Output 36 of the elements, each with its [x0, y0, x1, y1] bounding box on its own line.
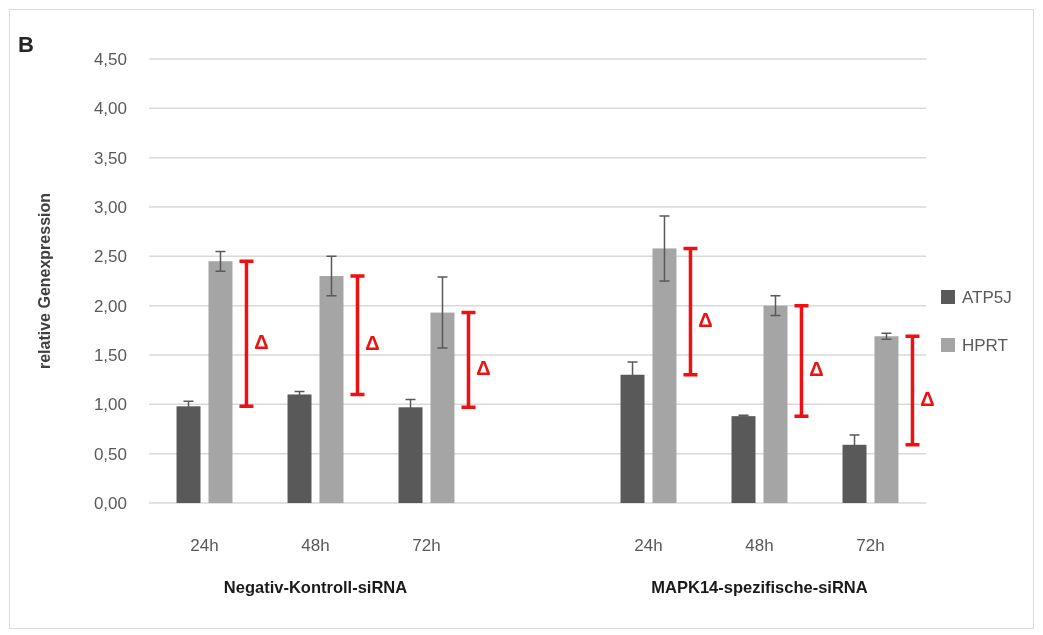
- y-tick-label: 1,00: [93, 395, 127, 415]
- x-tick-label: 24h: [634, 536, 663, 555]
- x-tick-label: 72h: [412, 536, 441, 555]
- y-tick-label: 0,00: [93, 493, 127, 513]
- y-tick-label: 3,50: [93, 148, 127, 168]
- y-axis-title: relative Genexpression: [36, 192, 53, 370]
- annotation: Δ: [698, 308, 713, 331]
- y-tick-label: 4,50: [93, 49, 127, 69]
- legend-label: ATP5J: [962, 287, 1012, 307]
- annotation: Δ: [920, 387, 935, 410]
- y-tick-label: 2,50: [93, 247, 127, 267]
- text: MAPK14-spezifische-siRNA: [651, 578, 868, 596]
- annotation: Δ: [254, 330, 269, 353]
- bar: [874, 336, 899, 503]
- bar: [208, 261, 233, 503]
- bar: [430, 312, 455, 503]
- legend-label: HPRT: [962, 335, 1008, 355]
- x-tick-label: 48h: [301, 536, 330, 555]
- y-tick-label: 3,00: [93, 197, 127, 217]
- bar: [652, 248, 677, 503]
- annotation: Δ: [809, 357, 824, 380]
- bar: [287, 394, 312, 503]
- x-tick-label: 48h: [745, 536, 774, 555]
- y-tick-label: 4,00: [93, 99, 127, 119]
- x-tick-label: 72h: [856, 536, 885, 555]
- y-tick-label: 1,50: [93, 345, 127, 365]
- annotation: Δ: [476, 356, 491, 379]
- x-tick-label: 24h: [190, 536, 219, 555]
- y-tick-label: 0,50: [93, 444, 127, 464]
- y-tick-label: 2,00: [93, 296, 127, 316]
- bar: [319, 276, 344, 503]
- text: Negativ-Kontroll-siRNA: [223, 578, 408, 596]
- bar: [731, 416, 756, 503]
- bar: [763, 305, 788, 503]
- chart-title: B: [18, 32, 34, 57]
- annotation: Δ: [365, 332, 380, 355]
